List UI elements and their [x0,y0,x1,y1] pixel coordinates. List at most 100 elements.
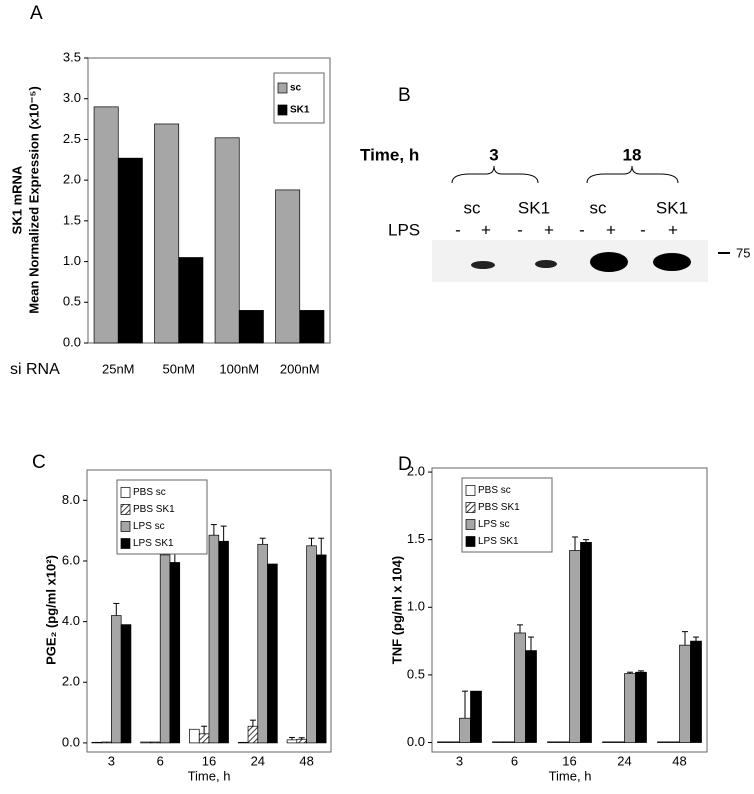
legend-label: PBS sc [478,485,511,496]
error-bar [627,671,633,674]
bar [613,741,625,743]
bar [470,690,482,743]
legend-label: SK1 [290,105,310,116]
bar [558,741,570,743]
error-bar [528,636,534,651]
y-tick-label: 8.0 [62,492,80,507]
x-axis-label: Time, h [188,768,231,783]
bar [635,671,647,743]
legend-swatch [120,521,131,532]
error-bar [298,737,305,740]
legend-box [273,72,325,124]
x-tick-label: 24 [251,753,265,768]
group-label: SK1 [656,198,688,217]
bar [296,738,307,744]
bar [237,741,249,744]
lane-sign: - [640,220,646,239]
error-bar [259,537,266,545]
lane-sign: + [544,220,554,239]
panel-label: A [30,3,43,24]
x-tick-label: 25nM [102,361,135,376]
group-label: sc [590,198,608,217]
error-bar [583,539,589,543]
legend-label: PBS sc [133,487,166,498]
bar [547,741,559,743]
bar [159,554,171,744]
treatment-label: LPS [388,220,420,239]
legend-swatch [120,487,131,498]
error-bar [308,537,315,546]
x-tick-label: 16 [562,753,576,768]
bar [448,741,460,743]
bar [668,741,680,743]
x-axis-label: si RNA [10,361,60,378]
bar [247,725,259,744]
x-tick-label: 24 [617,753,631,768]
bar [120,624,132,744]
x-tick-label: 6 [511,753,518,768]
bar [198,733,210,744]
y-tick-label: 4.0 [62,613,80,628]
y-tick-label: 0.0 [407,734,425,749]
legend-label: LPS SK1 [478,536,519,547]
bar [299,310,325,344]
bar [117,157,143,344]
time-value: 3 [489,145,498,164]
legend-label: PBS SK1 [133,504,175,515]
band [653,253,691,271]
error-bar [318,537,325,555]
y-tick-label: 1.0 [63,253,81,268]
panel-label: D [398,454,412,475]
plot-frame [431,467,708,753]
legend-swatch [465,485,476,496]
y-axis-label: TNF (pg/ml x 104) [389,556,404,664]
time-label: Time, h [360,145,419,164]
y-tick-label: 2.0 [407,463,425,478]
bar [218,540,229,744]
error-bar [288,736,295,740]
legend-label: PBS SK1 [478,502,520,513]
lane-sign: - [517,220,523,239]
lane-sign: - [579,220,585,239]
panel-label: C [32,452,46,473]
plot-frame [87,57,331,344]
x-tick-label: 48 [672,753,686,768]
error-bar [638,670,644,673]
x-tick-label: 100nM [219,361,259,376]
band [535,260,557,268]
y-tick-label: 3.0 [63,90,81,105]
error-bar [572,536,578,551]
y-tick-label: 3.5 [63,49,81,64]
x-axis-label: Time, h [549,768,592,783]
bar [275,189,301,344]
band [590,252,628,272]
bar [690,640,702,743]
bar [189,728,200,744]
error-bar [682,631,688,646]
bar [238,310,264,344]
group-label: sc [464,198,482,217]
error-bar [249,719,256,727]
panel-label: B [398,85,411,106]
y-tick-label: 2.0 [62,674,80,689]
lane-sign: + [481,220,491,239]
legend-label: LPS sc [133,521,165,532]
bar [178,257,204,344]
bar [214,137,240,344]
bar [492,741,504,743]
bar [602,741,614,743]
y-tick-label: 1.5 [407,531,425,546]
y-tick-label: 2.5 [63,131,81,146]
bar [91,741,102,744]
bar [459,717,471,743]
bar [514,632,526,743]
y-tick-label: 2.0 [63,172,81,187]
legend-swatch [465,519,476,530]
legend-box [461,477,553,553]
y-axis-label: Mean Normalized Expression (x10⁻⁵) [26,86,41,314]
error-bar [201,725,208,734]
bar [150,741,161,744]
bar [679,644,691,743]
